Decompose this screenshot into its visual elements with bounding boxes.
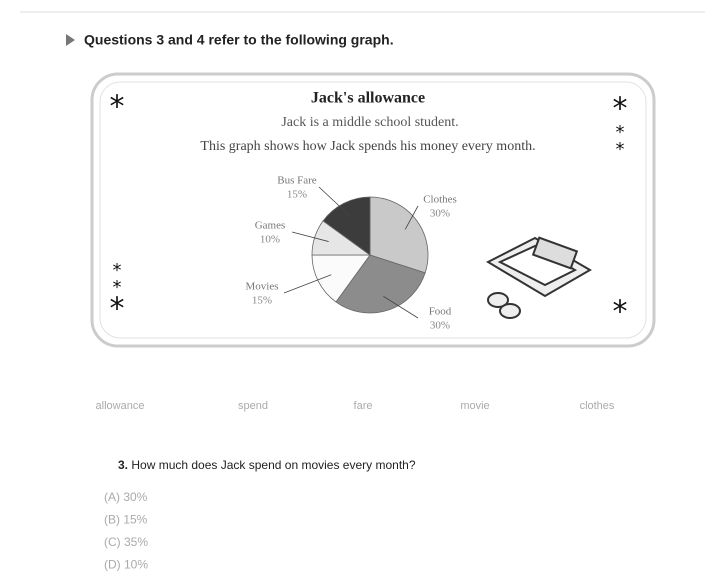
slice-label: Movies [246,281,279,293]
vocabulary-word: allowance [96,400,145,412]
pie-slice [369,196,429,274]
pie-slice [322,196,371,256]
arrow-icon [66,34,75,46]
asterisk: * [110,292,125,327]
leader-line [318,186,351,217]
leader-line [383,296,419,319]
coin [499,303,521,319]
options: (A) 30% (B) 15% (C) 35% (D) 10% [104,490,148,572]
chart-subtitle: Jack is a middle school student. [281,115,458,130]
wallet-icon [485,236,592,319]
pie-slice [335,254,426,314]
decoration: * * * * * * * * [110,90,628,330]
asterisk: * [113,260,122,281]
vocabulary-word: movie [460,400,489,412]
vocabulary-word: spend [238,400,268,412]
leader-line [283,274,332,294]
asterisk: * [110,90,125,125]
question-text: How much does Jack spend on movies every… [131,458,415,472]
slice-value: 10% [260,234,280,246]
slice-value: 30% [430,208,450,220]
asterisk: * [616,139,625,160]
vocabulary-word: fare [354,400,373,412]
option: (B) 15% [104,513,148,527]
slice-label: Food [429,306,452,318]
bill [531,236,579,270]
question: 3. How much does Jack spend on movies ev… [118,458,416,472]
pie-chart: Clothes 30% Food 30% Movies 15% Games 10% Bus Fa… [246,175,457,332]
asterisk: * [113,277,122,298]
chart-subtitle: This graph shows how Jack spends his mon… [200,139,535,154]
option: (C) 35% [104,535,148,549]
question-number: 3. [118,458,128,472]
asterisk: * [616,122,625,143]
asterisk: * [613,295,628,330]
slice-label: Games [255,220,286,232]
heading: Questions 3 and 4 refer to the following… [84,32,394,48]
frame-inner [99,81,647,339]
option: (D) 10% [104,558,148,572]
frame [90,72,656,348]
slice-value: 15% [287,189,307,201]
asterisk: * [613,92,628,127]
vocabulary: allowance spend fare movie clothes [96,400,615,412]
vocabulary-word: clothes [580,400,615,412]
leader-line [291,231,329,242]
slice-label: Clothes [423,194,457,206]
slice-value: 15% [252,295,272,307]
option: (A) 30% [104,490,148,504]
pie-slice [311,254,371,303]
chart-title: Jack's allowance [311,90,425,107]
slice-label: Bus Fare [277,175,317,187]
wallet [497,244,578,287]
coin [487,292,509,308]
slice-value: 30% [430,320,450,332]
leader-line [404,205,419,230]
